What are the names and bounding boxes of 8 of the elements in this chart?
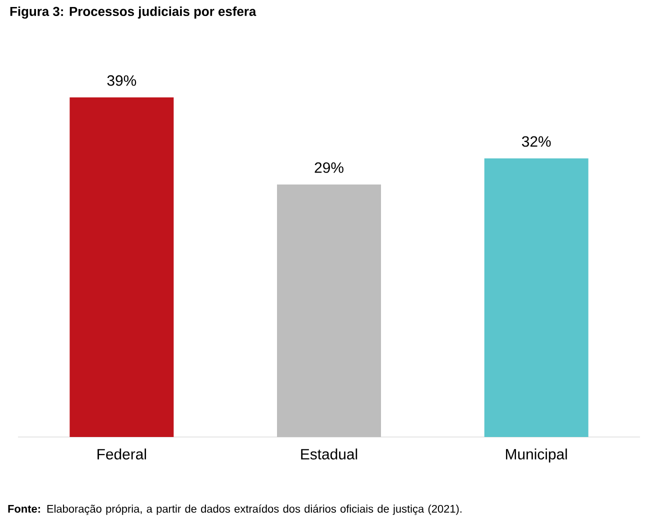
data-label: 29%	[314, 162, 344, 173]
text: Fonte: Elaboração própria, a partir de dados extraídos dos diários oficiais de justiça (2021).	[8, 504, 462, 515]
data-label: 39%	[107, 75, 136, 86]
x-tick-label: Municipal	[506, 448, 567, 462]
x-tick-label: Federal	[98, 448, 146, 460]
chart-title: Figura 3: Processos judiciais por esfera	[10, 6, 256, 19]
data-label: 32%	[522, 136, 551, 147]
x-tick-label: Estadual	[301, 448, 358, 460]
